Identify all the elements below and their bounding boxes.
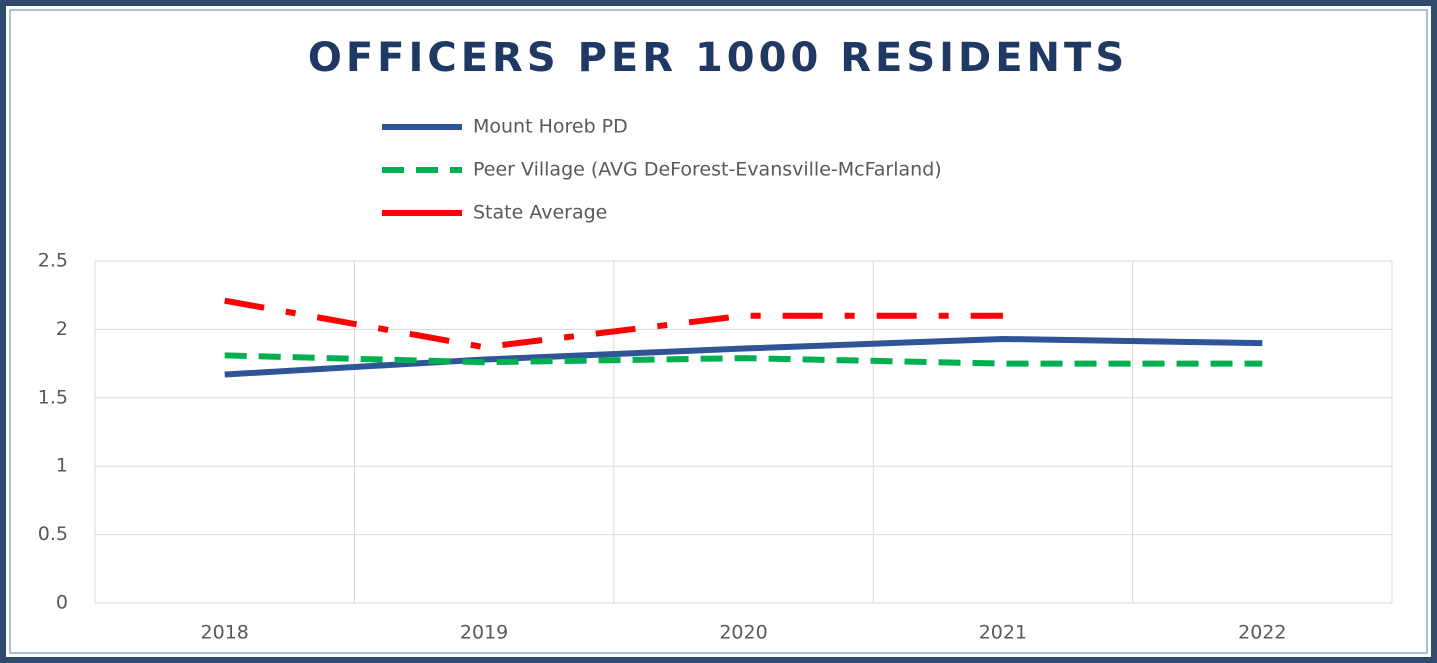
x-tick-label: 2021	[979, 622, 1027, 644]
legend-label: State Average	[473, 202, 607, 224]
x-tick-label: 2022	[1238, 622, 1286, 644]
legend-label: Mount Horeb PD	[473, 116, 628, 138]
y-tick-label: 2.5	[38, 250, 68, 272]
line-series	[224, 335, 1263, 378]
x-tick-label: 2018	[201, 622, 249, 644]
inner-frame	[9, 9, 1428, 654]
chart-title: OFFICERS PER 1000 RESIDENTS	[308, 35, 1128, 81]
line-series	[224, 297, 1003, 351]
y-tick-label: 2	[56, 318, 68, 340]
legend-label: Peer Village (AVG DeForest-Evansville-Mc…	[473, 159, 942, 181]
y-tick-label: 1.5	[38, 386, 68, 408]
y-tick-label: 0.5	[38, 523, 68, 545]
x-tick-label: 2019	[460, 622, 508, 644]
x-tick-label: 2020	[719, 622, 767, 644]
y-tick-label: 1	[56, 455, 68, 477]
y-tick-label: 0	[56, 592, 68, 614]
line-series	[224, 352, 1263, 367]
